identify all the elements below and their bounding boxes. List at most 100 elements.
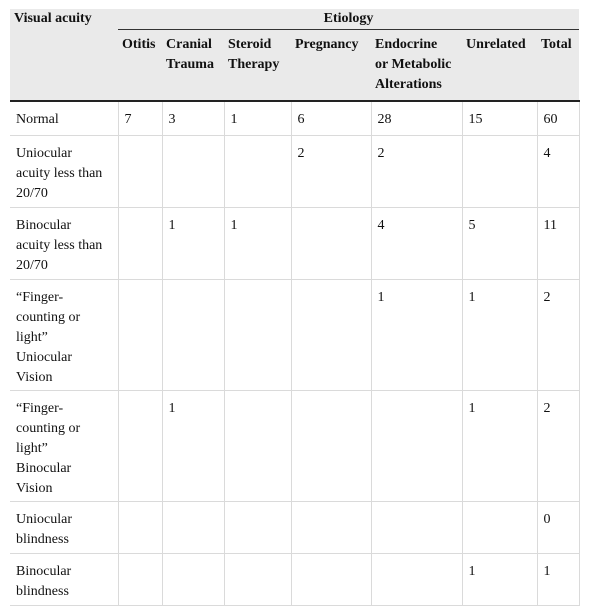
cell-text-line: Therapy [228, 57, 280, 72]
cell-text-line: “Finger- [16, 401, 64, 416]
table-row: Uniocular acuity less than 20/70 2 2 4 [10, 135, 580, 208]
cell-text-line: blindness [16, 584, 69, 599]
column-header-pregnancy: Pregnancy [291, 29, 371, 102]
cell-steroid-therapy: 1 [224, 101, 292, 136]
cell-pregnancy [291, 553, 372, 606]
column-header-steroid-therapy: Steroid Therapy [224, 29, 291, 102]
cell-text-line: 20/70 [16, 258, 48, 273]
cell-total: 11 [537, 207, 580, 280]
column-header-endocrine: Endocrine or Metabolic Alterations [371, 29, 462, 102]
cell-otitis [118, 279, 163, 391]
table-row: “Finger-counting or light” Binocular Vision… [10, 390, 580, 502]
cell-text-line: Steroid [228, 37, 272, 52]
cell-otitis: 7 [118, 101, 163, 136]
cell-cranial-trauma [162, 553, 225, 606]
cell-text-line: Binocular [16, 564, 72, 579]
cell-steroid-therapy: 1 [224, 207, 292, 280]
row-label: “Finger-counting or light” Binocular Vision [10, 390, 119, 502]
cell-cranial-trauma: 1 [162, 390, 225, 502]
row-label: Binocular acuity less than 20/70 [10, 207, 119, 280]
column-header-unrelated: Unrelated [462, 29, 537, 102]
row-label: Normal [10, 101, 119, 136]
header-etiology: Etiology [118, 9, 580, 30]
cell-text-line: acuity less than [16, 166, 103, 181]
table-row: Binocular acuity less than 20/70 1 1 4 5 11 [10, 207, 580, 280]
cell-text-line: Otitis [122, 37, 156, 52]
cell-text-line: “Finger- [16, 290, 64, 305]
cell-pregnancy [291, 501, 372, 554]
cell-text-line: Normal [16, 112, 59, 127]
table-row: “Finger-counting or light” Uniocular Vision… [10, 279, 580, 391]
cell-steroid-therapy [224, 390, 292, 502]
cell-text-line: Trauma [166, 57, 214, 72]
table-row: Normal 7 3 1 6 28 15 60 [10, 101, 580, 136]
cell-otitis [118, 390, 163, 502]
cell-endocrine [371, 390, 463, 502]
row-label: Uniocular acuity less than 20/70 [10, 135, 119, 208]
cell-otitis [118, 135, 163, 208]
cell-unrelated [462, 135, 538, 208]
cell-otitis [118, 207, 163, 280]
cell-pregnancy [291, 279, 372, 391]
row-label: Uniocular blindness [10, 501, 119, 554]
cell-total: 2 [537, 279, 580, 391]
cell-text-line: blindness [16, 532, 69, 547]
cell-total: 2 [537, 390, 580, 502]
table-body: Normal 7 3 1 6 28 15 60 Uniocular acuity less tha… [10, 101, 580, 606]
cell-text-line: light” [16, 441, 48, 456]
visual-acuity-etiology-table: Visual acuity Etiology Otitis Cranial Trau… [10, 9, 580, 606]
cell-total: 60 [537, 101, 580, 136]
cell-pregnancy [291, 207, 372, 280]
cell-cranial-trauma: 3 [162, 101, 225, 136]
column-header-otitis: Otitis [118, 29, 162, 102]
cell-pregnancy [291, 390, 372, 502]
cell-unrelated: 1 [462, 390, 538, 502]
cell-steroid-therapy [224, 501, 292, 554]
column-header-total: Total [537, 29, 580, 102]
cell-text-line: Unrelated [466, 37, 526, 52]
table-row: Binocular blindness 1 1 [10, 553, 580, 606]
cell-text-line: Cranial [166, 37, 212, 52]
cell-cranial-trauma [162, 135, 225, 208]
cell-steroid-therapy [224, 279, 292, 391]
cell-text-line: Binocular [16, 461, 72, 476]
cell-text-line: Alterations [375, 77, 442, 92]
cell-text-line: Binocular [16, 218, 72, 233]
cell-text-line: Uniocular [16, 146, 72, 161]
cell-endocrine [371, 501, 463, 554]
cell-pregnancy: 2 [291, 135, 372, 208]
cell-text-line: or Metabolic [375, 57, 452, 72]
cell-text-line: Vision [16, 370, 53, 385]
cell-text-line: light” [16, 330, 48, 345]
cell-text-line: 20/70 [16, 186, 48, 201]
cell-text-line: Total [541, 37, 572, 52]
cell-text-line: acuity less than [16, 238, 103, 253]
cell-text-line: Vision [16, 481, 53, 496]
cell-text-line: Endocrine [375, 37, 438, 52]
cell-endocrine: 28 [371, 101, 463, 136]
cell-otitis [118, 553, 163, 606]
cell-endocrine [371, 553, 463, 606]
cell-total: 1 [537, 553, 580, 606]
cell-endocrine: 1 [371, 279, 463, 391]
row-label: “Finger-counting or light” Uniocular Vision [10, 279, 119, 391]
cell-cranial-trauma: 1 [162, 207, 225, 280]
cell-unrelated [462, 501, 538, 554]
cell-total: 4 [537, 135, 580, 208]
row-label: Binocular blindness [10, 553, 119, 606]
cell-unrelated: 1 [462, 553, 538, 606]
header-visual-acuity: Visual acuity [10, 9, 118, 102]
cell-total: 0 [537, 501, 580, 554]
cell-cranial-trauma [162, 501, 225, 554]
cell-text-line: counting or [16, 421, 81, 436]
cell-unrelated: 1 [462, 279, 538, 391]
cell-steroid-therapy [224, 553, 292, 606]
cell-text-line: Pregnancy [295, 37, 359, 52]
cell-pregnancy: 6 [291, 101, 372, 136]
cell-text-line: counting or [16, 310, 81, 325]
cell-endocrine: 2 [371, 135, 463, 208]
cell-steroid-therapy [224, 135, 292, 208]
column-header-row: Otitis Cranial Trauma Steroid Therapy Pregnan… [10, 29, 580, 102]
cell-otitis [118, 501, 163, 554]
cell-cranial-trauma [162, 279, 225, 391]
